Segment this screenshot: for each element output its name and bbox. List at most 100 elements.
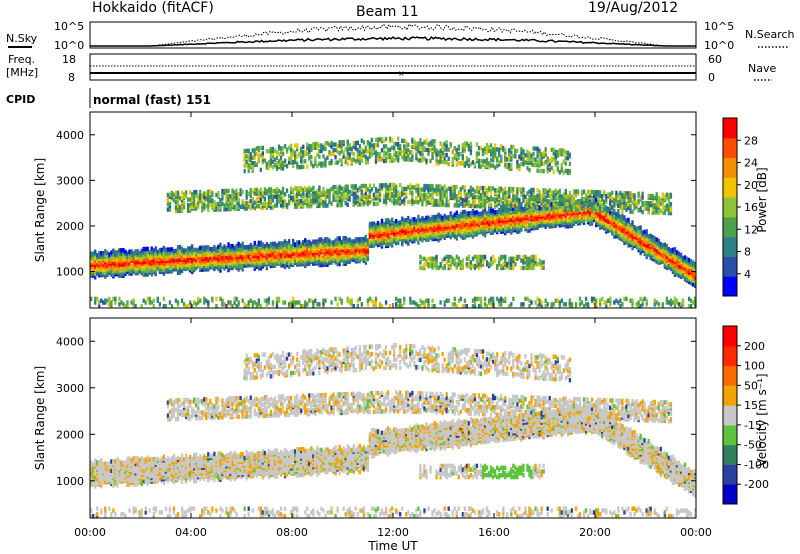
heatmap-cell (203, 198, 206, 204)
heatmap-cell (459, 186, 462, 192)
heatmap-cell (176, 300, 180, 305)
heatmap-cell (358, 202, 361, 207)
heatmap-cell (292, 163, 295, 168)
heatmap-cell (180, 195, 184, 201)
heatmap-cell (427, 215, 430, 220)
heatmap-cell (346, 197, 349, 202)
heatmap-cell (247, 300, 250, 305)
heatmap-cell (419, 141, 422, 147)
heatmap-cell (156, 296, 159, 302)
heatmap-cell (289, 186, 293, 191)
heatmap-cell (473, 303, 477, 309)
heatmap-cell (409, 219, 412, 224)
heatmap-cell (211, 191, 214, 196)
heatmap-cell (524, 254, 527, 260)
freq-glitch-mark: × (398, 69, 405, 78)
heatmap-cell (322, 154, 325, 159)
heatmap-cell (423, 262, 426, 267)
heatmap-cell (223, 302, 226, 307)
heatmap-cell (334, 190, 337, 195)
heatmap-cell (326, 203, 329, 208)
heatmap-cell (289, 143, 293, 149)
heatmap-cell (316, 201, 319, 207)
heatmap-cell (306, 151, 309, 157)
heatmap-cell (409, 296, 412, 302)
heatmap-cell (526, 165, 529, 171)
heatmap-cell (491, 147, 495, 152)
heatmap-cell (233, 256, 236, 261)
heatmap-cell (312, 192, 315, 198)
heatmap-cell (477, 254, 481, 260)
heatmap-cell (441, 258, 444, 263)
heatmap-cell (300, 152, 303, 157)
heatmap-cell (114, 296, 117, 302)
heatmap-cell (251, 161, 254, 166)
heatmap-cell (172, 192, 176, 197)
heatmap-cell (239, 188, 242, 193)
heatmap-cell (455, 230, 458, 236)
heatmap-cell (496, 147, 499, 152)
heatmap-cell (506, 262, 509, 267)
heatmap-cell (348, 237, 351, 242)
heatmap-cell (227, 203, 230, 208)
heatmap-cell (102, 250, 105, 256)
heatmap-cell (522, 302, 525, 307)
heatmap-cell (146, 246, 149, 252)
heatmap-cell (419, 218, 422, 223)
heatmap-cell (520, 147, 523, 152)
heatmap-cell (352, 140, 355, 146)
heatmap-cell (336, 236, 339, 241)
heatmap-cell (289, 195, 293, 200)
heatmap-cell (475, 254, 479, 260)
heatmap-cell (512, 296, 515, 302)
heatmap-cell (395, 199, 398, 204)
heatmap-cell (215, 201, 218, 207)
heatmap-cell (433, 144, 436, 150)
heatmap-cell (423, 256, 426, 261)
heatmap-cell (376, 201, 380, 206)
heatmap-cell (405, 217, 408, 223)
heatmap-cell (471, 256, 475, 261)
heatmap-cell (336, 193, 339, 199)
heatmap-cell (245, 163, 248, 168)
heatmap-cell (439, 148, 442, 154)
heatmap-cell (174, 190, 178, 196)
heatmap-cell (120, 257, 123, 262)
heatmap-cell (433, 198, 436, 204)
heatmap-cell (364, 256, 368, 262)
heatmap-cell (308, 185, 311, 191)
heatmap-cell (275, 296, 279, 302)
heatmap-cell (409, 199, 412, 205)
heatmap-cell (421, 158, 424, 163)
heatmap-cell (431, 151, 434, 157)
heatmap-cell (197, 193, 200, 198)
heatmap-cell (207, 189, 210, 194)
heatmap-cell (267, 243, 271, 249)
heatmap-cell (413, 300, 416, 305)
heatmap-cell (209, 246, 212, 252)
noise-right-tick-top: 10^5 (704, 20, 734, 33)
heatmap-cell (421, 300, 424, 305)
heatmap-cell (279, 158, 283, 164)
heatmap-cell (253, 240, 256, 246)
heatmap-cell (273, 194, 277, 199)
heatmap-cell (271, 146, 275, 152)
heatmap-cell (257, 153, 260, 158)
heatmap-cell (283, 300, 287, 305)
noise-left-tick-top: 10^5 (54, 20, 84, 33)
heatmap-cell (435, 184, 438, 189)
heatmap-cell (380, 137, 384, 142)
heatmap-cell (451, 214, 454, 220)
heatmap-cell (221, 196, 224, 201)
heatmap-cell (124, 249, 127, 255)
heatmap-cell (150, 246, 153, 251)
heatmap-cell (457, 190, 460, 195)
heatmap-cell (443, 141, 446, 147)
heatmap-cell (332, 151, 335, 156)
heatmap-cell (292, 195, 295, 200)
heatmap-cell (388, 191, 392, 197)
heatmap-cell (267, 296, 271, 302)
heatmap-cell (126, 303, 129, 309)
heatmap-cell (536, 187, 539, 193)
heatmap-cell (191, 195, 194, 200)
